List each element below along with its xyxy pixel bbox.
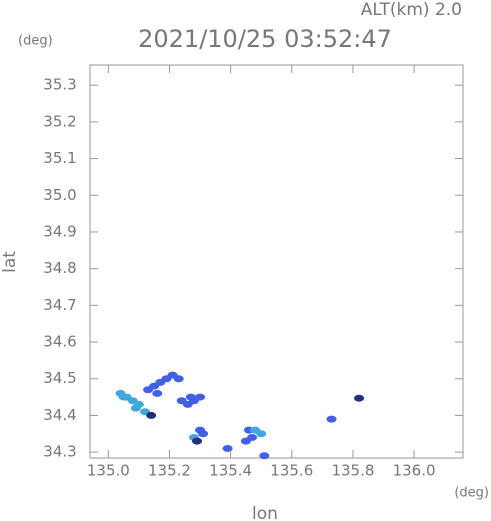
echo-point — [222, 444, 233, 452]
x-tick-label: 135.2 — [148, 462, 191, 480]
echo-point — [240, 437, 251, 445]
y-tick-label: 34.8 — [43, 259, 76, 277]
echo-point — [326, 415, 337, 423]
x-tick-label: 135.8 — [331, 462, 374, 480]
y-tick-label: 35.3 — [43, 76, 76, 94]
x-unit: (deg) — [454, 486, 489, 501]
altitude-label: ALT(km) 2.0 — [361, 0, 462, 20]
echo-point — [198, 430, 209, 438]
y-tick-label: 34.5 — [43, 369, 76, 387]
y-tick-label: 34.6 — [43, 333, 76, 351]
x-tick-label: 135.6 — [270, 462, 313, 480]
echo-point — [259, 452, 270, 460]
echo-point — [152, 389, 163, 397]
echo-point — [130, 404, 141, 412]
echo-point — [173, 375, 184, 383]
y-tick-label: 35.0 — [43, 186, 76, 204]
x-tick-label: 136.0 — [393, 462, 436, 480]
echo-point — [146, 411, 157, 419]
y-tick-label: 34.3 — [43, 443, 76, 461]
y-tick-label: 34.4 — [43, 406, 76, 424]
echo-point — [118, 393, 129, 401]
y-tick-label: 35.1 — [43, 149, 76, 167]
echo-point — [192, 437, 203, 445]
chart-title: 2021/10/25 03:52:47 — [138, 25, 392, 53]
echo-point — [195, 393, 206, 401]
plot-frame — [89, 64, 464, 459]
y-tick-label: 35.2 — [43, 112, 76, 130]
x-tick-label: 135.0 — [87, 462, 130, 480]
y-tick-label: 34.7 — [43, 296, 76, 314]
y-unit: (deg) — [18, 34, 53, 49]
x-axis-label: lon — [252, 504, 278, 521]
y-tick-label: 34.9 — [43, 222, 76, 240]
echo-point — [256, 430, 267, 438]
echo-point — [354, 394, 365, 402]
x-tick-label: 135.4 — [209, 462, 252, 480]
echo-point — [185, 393, 196, 401]
y-axis-label: lat — [0, 251, 20, 273]
